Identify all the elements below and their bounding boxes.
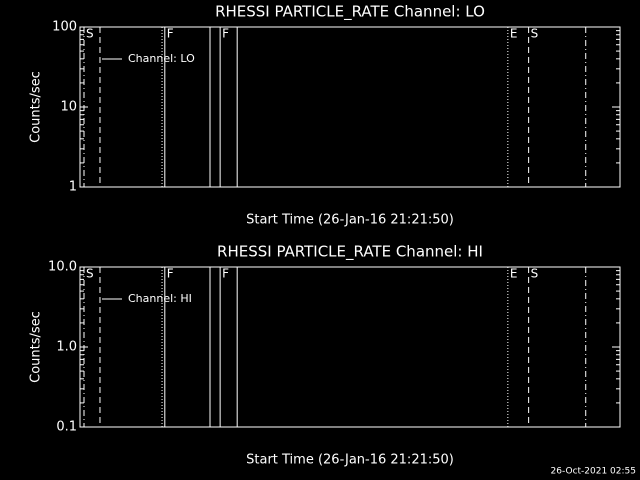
chart-title: RHESSI PARTICLE_RATE Channel: LO bbox=[215, 3, 485, 22]
event-label: E bbox=[510, 267, 518, 281]
y-axis-label: Counts/sec bbox=[29, 311, 44, 383]
event-label: F bbox=[167, 267, 174, 281]
timestamp: 26-Oct-2021 02:55 bbox=[551, 467, 636, 477]
plot-frame bbox=[79, 266, 621, 428]
x-axis-label: Start Time (26-Jan-16 21:21:50) bbox=[246, 213, 454, 228]
legend-label: Channel: HI bbox=[128, 292, 192, 305]
event-label: S bbox=[86, 27, 94, 41]
event-label: E bbox=[510, 27, 518, 41]
event-label: F bbox=[222, 27, 229, 41]
event-label: F bbox=[222, 267, 229, 281]
y-tick-label: 1 bbox=[69, 180, 77, 195]
event-label: S bbox=[531, 267, 539, 281]
legend-label: Channel: LO bbox=[128, 52, 195, 65]
event-label: F bbox=[167, 27, 174, 41]
event-label: S bbox=[531, 27, 539, 41]
chart-title: RHESSI PARTICLE_RATE Channel: HI bbox=[217, 243, 483, 262]
y-tick-label: 1.0 bbox=[56, 340, 77, 355]
event-label: S bbox=[86, 267, 94, 281]
y-tick-label: 0.1 bbox=[56, 420, 77, 435]
plot-frame bbox=[79, 26, 621, 188]
y-axis-label: Counts/sec bbox=[29, 71, 44, 143]
y-tick-label: 10.0 bbox=[48, 260, 77, 275]
y-tick-label: 10 bbox=[60, 100, 77, 115]
y-tick-label: 100 bbox=[52, 20, 77, 35]
x-axis-label: Start Time (26-Jan-16 21:21:50) bbox=[246, 453, 454, 468]
